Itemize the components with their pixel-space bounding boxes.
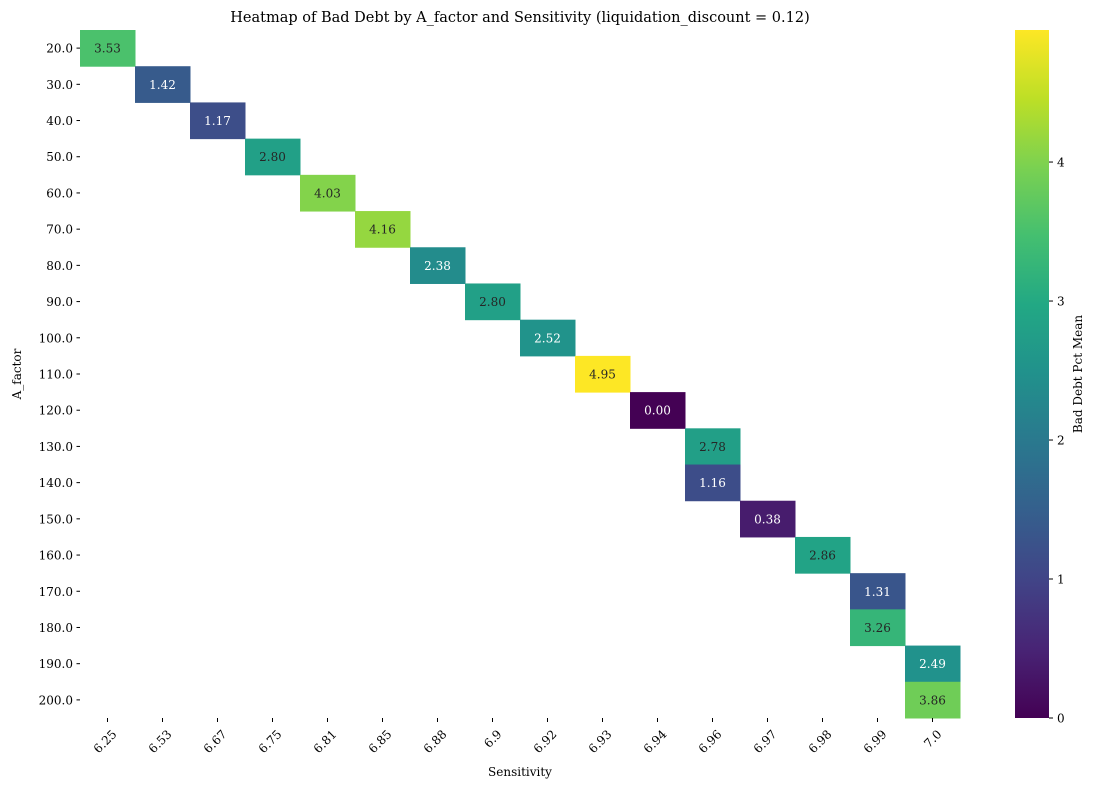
colorbar-ticks: 0 1 2 3 4 [1049,156,1065,726]
x-tick-label: 6.88 [421,727,450,756]
cell-value-label: 4.95 [589,368,616,382]
cell-value-label: 1.17 [204,114,231,128]
cell-value-label: 3.86 [919,693,946,707]
y-tick-label: 120.0 [39,404,73,418]
y-tick-label: 180.0 [39,621,73,635]
cell-value-label: 4.03 [314,186,341,200]
y-tick-label: 60.0 [46,186,73,200]
cell-value-label: 0.00 [644,404,671,418]
heatmap-cell [850,609,906,647]
cell-value-label: 2.38 [424,259,451,273]
x-tick-label: 6.97 [751,727,780,756]
y-tick-label: 140.0 [39,476,73,490]
cell-value-label: 1.42 [149,78,176,92]
x-tick-label: 6.99 [861,727,890,756]
heatmap-cell [300,174,356,212]
heatmap-cell [410,247,466,284]
heatmap-cell [575,355,631,393]
heatmap-cell [905,681,961,719]
x-tick-label: 6.25 [91,727,120,756]
x-axis-label: Sensitivity [488,765,552,779]
heatmap-cell [905,645,961,683]
x-tick-label: 6.75 [256,727,285,756]
colorbar-tick-label: 3 [1057,295,1065,309]
y-tick-label: 70.0 [46,223,73,237]
y-tick-label: 160.0 [39,549,73,563]
y-tick-label: 30.0 [46,78,73,92]
colorbar-tick-label: 4 [1057,156,1065,170]
cell-value-label: 2.49 [919,657,946,671]
x-tick-label: 6.93 [586,727,615,756]
heatmap-cell [80,30,136,67]
cell-value-label: 1.31 [864,585,891,599]
heatmap-cell [520,319,576,357]
heatmap-cells: 3.53 1.42 1.17 2.80 4.03 4.16 2.38 2.80 2.52 4.95… [80,30,961,719]
y-tick-label: 150.0 [39,512,73,526]
y-tick-label: 190.0 [39,657,73,671]
y-axis-ticks: 20.0 30.0 40.0 50.0 60.0 70.0 80.0 90.0 100.0 110… [39,42,80,707]
heatmap-cell [685,464,741,502]
x-tick-label: 6.96 [696,727,725,756]
cell-value-label: 1.16 [699,476,726,490]
x-tick-label: 6.94 [641,727,670,756]
cell-value-label: 2.52 [534,331,561,345]
x-tick-label: 6.53 [146,727,175,756]
y-tick-label: 110.0 [39,368,73,382]
colorbar-tick-label: 2 [1057,434,1065,448]
x-tick-label: 6.9 [481,727,504,750]
colorbar [1015,30,1049,718]
y-axis-label: A_factor [10,348,24,400]
colorbar-tick-label: 1 [1057,573,1065,587]
y-tick-label: 80.0 [46,259,73,273]
heatmap-cell [740,500,796,538]
y-tick-label: 20.0 [46,42,73,56]
heatmap-cell [630,392,686,429]
y-tick-label: 50.0 [46,150,73,164]
cell-value-label: 2.80 [259,150,286,164]
cell-value-label: 2.86 [809,549,836,563]
y-tick-label: 130.0 [39,440,73,454]
heatmap-cell [190,102,246,140]
x-tick-label: 7.0 [921,727,944,750]
heatmap-cell [850,573,906,610]
cell-value-label: 4.16 [369,223,396,237]
cell-value-label: 3.53 [94,42,121,56]
cell-value-label: 3.26 [864,621,891,635]
heatmap-cell [355,211,411,248]
x-tick-label: 6.98 [806,727,835,756]
cell-value-label: 2.78 [699,440,726,454]
x-tick-label: 6.92 [531,727,560,756]
y-tick-label: 200.0 [39,693,73,707]
cell-value-label: 2.80 [479,295,506,309]
heatmap-cell [465,283,521,321]
x-tick-label: 6.81 [311,727,340,756]
x-tick-label: 6.85 [366,727,395,756]
x-tick-label: 6.67 [201,727,230,756]
x-axis-ticks: 6.25 6.53 6.67 6.75 6.81 6.85 6.88 6.9 6.92 6.93 6… [91,718,945,756]
y-tick-label: 100.0 [39,331,73,345]
y-tick-label: 40.0 [46,114,73,128]
y-tick-label: 90.0 [46,295,73,309]
heatmap-cell [685,428,741,466]
heatmap-cell [795,536,851,574]
heatmap-cell [245,138,301,176]
y-tick-label: 170.0 [39,585,73,599]
chart-title: Heatmap of Bad Debt by A_factor and Sens… [230,10,810,26]
cell-value-label: 0.38 [754,512,781,526]
heatmap-cell [135,66,191,103]
colorbar-label: Bad Debt Pct Mean [1071,315,1085,433]
colorbar-tick-label: 0 [1057,712,1065,726]
